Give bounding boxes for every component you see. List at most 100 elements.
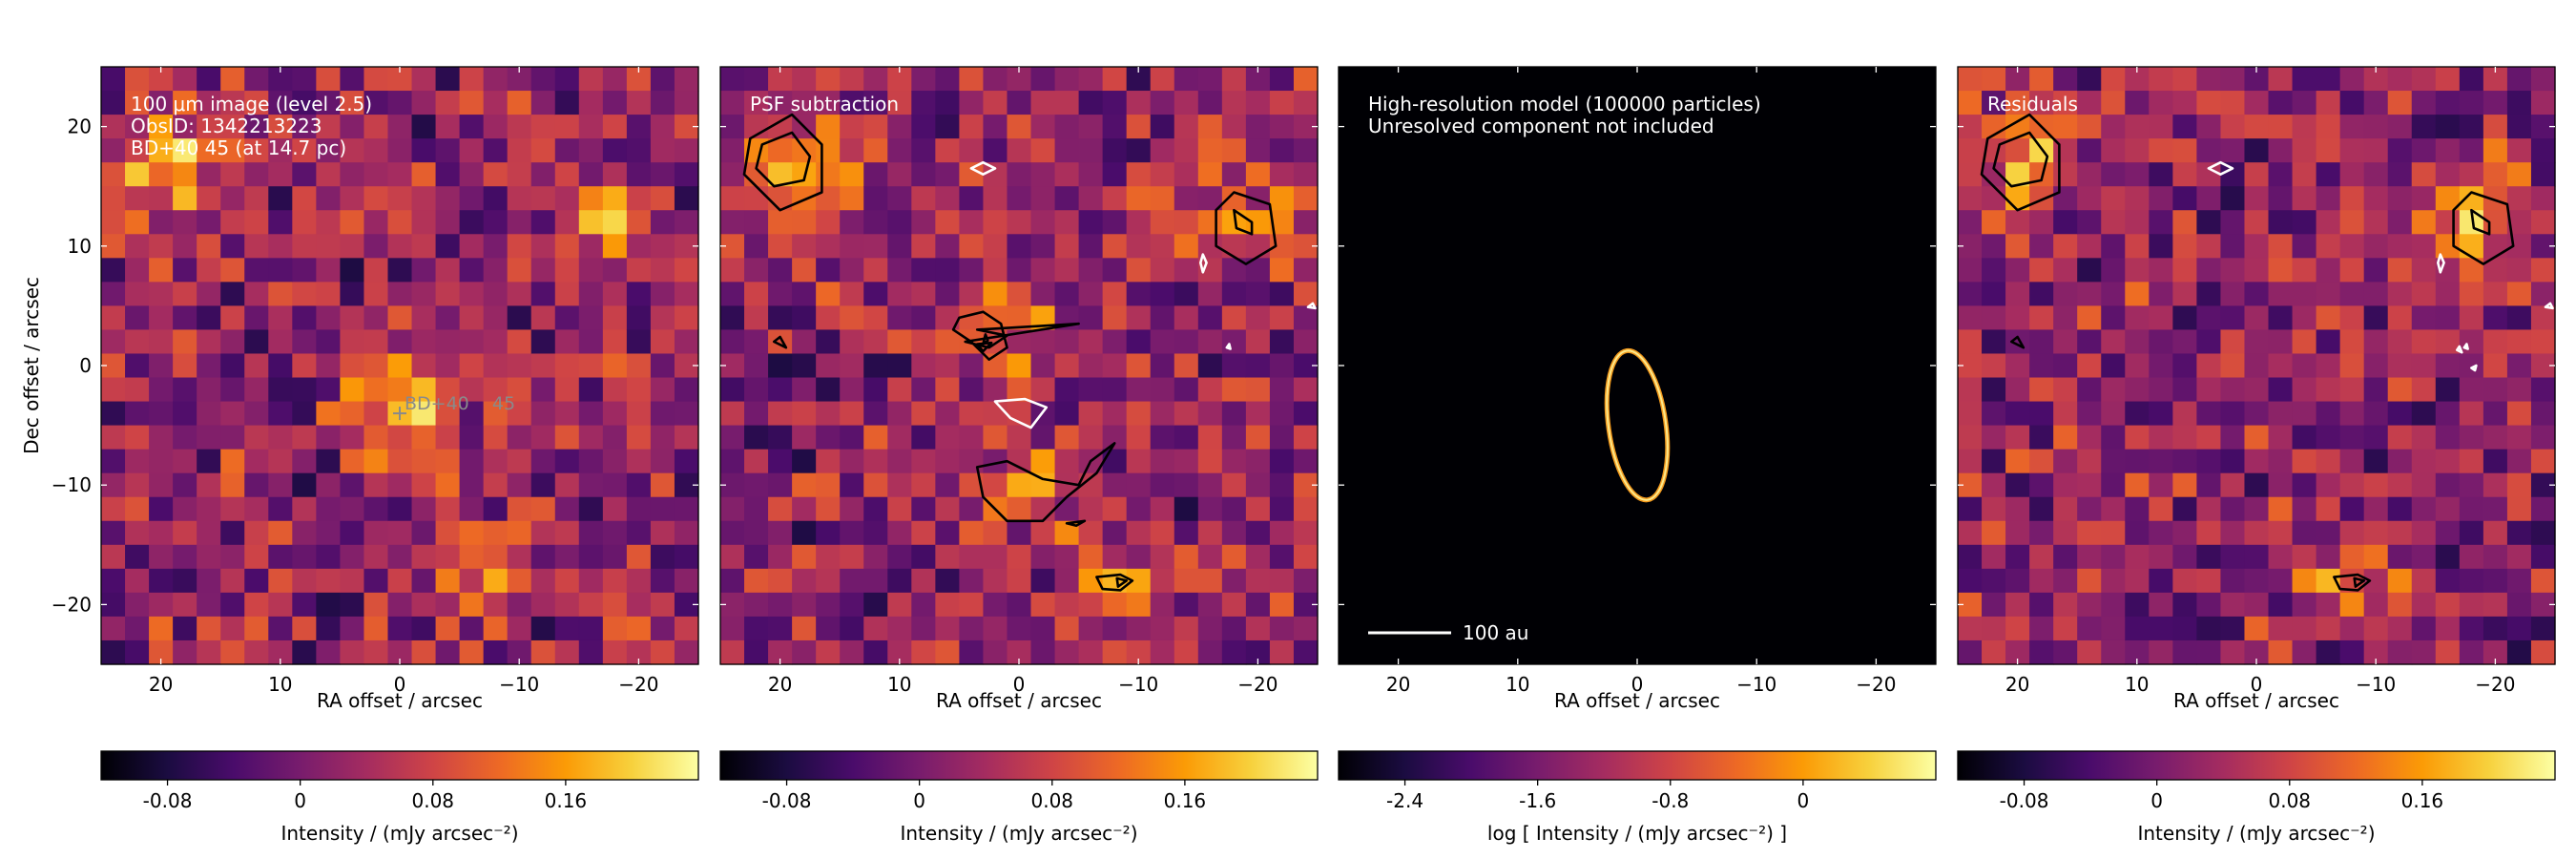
heatmap-pixel: [2316, 305, 2341, 331]
heatmap-pixel: [220, 258, 245, 283]
heatmap-pixel: [340, 138, 365, 163]
heatmap-pixel: [1126, 592, 1152, 618]
heatmap-pixel: [2196, 282, 2222, 306]
heatmap-pixel: [244, 568, 269, 594]
heatmap-pixel: [1982, 616, 2006, 641]
negative-contour: [2456, 345, 2463, 354]
heatmap-pixel: [1269, 616, 1295, 641]
heatmap-pixel: [2172, 449, 2197, 474]
disc-ring-core: [1606, 349, 1669, 501]
heatmap-pixel: [220, 425, 245, 450]
heatmap-pixel: [1150, 67, 1175, 92]
heatmap-pixel: [2459, 401, 2484, 427]
heatmap-pixel: [720, 496, 745, 522]
heatmap-pixel: [2411, 282, 2437, 306]
heatmap-pixel: [1293, 520, 1319, 546]
heatmap-pixel: [1007, 449, 1032, 474]
heatmap-pixel: [387, 329, 413, 355]
heatmap-pixel: [578, 401, 604, 427]
heatmap-pixel: [2125, 329, 2150, 355]
heatmap-pixel: [863, 568, 888, 594]
heatmap-pixel: [1007, 377, 1032, 403]
heatmap-pixel: [2483, 162, 2508, 187]
heatmap-pixel: [530, 520, 556, 546]
heatmap-pixel: [1245, 305, 1271, 331]
heatmap-pixel: [2292, 67, 2317, 92]
heatmap-pixel: [1054, 353, 1080, 379]
heatmap-pixel: [2506, 544, 2532, 570]
heatmap-pixel: [2411, 496, 2437, 522]
heatmap-pixel: [2506, 377, 2532, 403]
heatmap-pixel: [2220, 329, 2246, 355]
heatmap-pixel: [435, 67, 461, 92]
heatmap-pixel: [149, 234, 174, 259]
heatmap-pixel: [411, 449, 437, 474]
heatmap-pixel: [911, 353, 936, 379]
heatmap-pixel: [340, 639, 365, 665]
heatmap-pixel: [530, 138, 556, 163]
heatmap-pixel: [1245, 425, 1271, 450]
heatmap-pixel: [1150, 472, 1175, 498]
heatmap-pixel: [2363, 138, 2389, 163]
heatmap-pixel: [1269, 449, 1295, 474]
heatmap-pixel: [2244, 353, 2270, 379]
heatmap-pixel: [863, 520, 888, 546]
heatmap-pixel: [149, 544, 174, 570]
heatmap-pixel: [2053, 616, 2078, 641]
heatmap-pixel: [268, 377, 293, 403]
heatmap-pixel: [2292, 186, 2317, 211]
heatmap-pixel: [1126, 329, 1152, 355]
heatmap-image-observation: [101, 67, 699, 665]
heatmap-pixel: [2339, 425, 2365, 450]
heatmap-pixel: [125, 115, 150, 139]
heatmap-pixel: [1221, 186, 1247, 211]
heatmap-pixel: [2101, 186, 2126, 211]
heatmap-pixel: [2339, 115, 2365, 139]
heatmap-pixel: [101, 401, 126, 427]
heatmap-pixel: [173, 329, 197, 355]
heatmap-pixel: [2125, 401, 2150, 427]
heatmap-pixel: [578, 210, 604, 235]
negative-contour: [1225, 343, 1232, 350]
heatmap-pixel: [2244, 115, 2270, 139]
heatmap-pixel: [2149, 353, 2173, 379]
heatmap-pixel: [316, 353, 341, 379]
heatmap-pixel: [2387, 472, 2413, 498]
heatmap-pixel: [720, 186, 745, 211]
heatmap-pixel: [220, 138, 245, 163]
heatmap-pixel: [2101, 425, 2126, 450]
heatmap-pixel: [2530, 258, 2556, 283]
heatmap-pixel: [2292, 472, 2317, 498]
heatmap-pixel: [1293, 639, 1319, 665]
heatmap-pixel: [2101, 305, 2126, 331]
heatmap-pixel: [2053, 401, 2078, 427]
heatmap-pixel: [650, 520, 675, 546]
heatmap-pixel: [1054, 377, 1080, 403]
heatmap-pixel: [2483, 544, 2508, 570]
heatmap-pixel: [1030, 162, 1056, 187]
heatmap-pixel: [2101, 282, 2126, 306]
heatmap-pixel: [2149, 401, 2173, 427]
heatmap-pixel: [435, 472, 461, 498]
heatmap-pixel: [1174, 258, 1199, 283]
heatmap-pixel: [125, 258, 150, 283]
heatmap-pixel: [650, 425, 675, 450]
heatmap-pixel: [220, 91, 245, 115]
heatmap-pixel: [364, 329, 389, 355]
heatmap-pixel: [507, 592, 532, 618]
heatmap-pixel: [2172, 377, 2197, 403]
heatmap-pixel: [2316, 520, 2341, 546]
heatmap-pixel: [2029, 449, 2054, 474]
heatmap-pixel: [2530, 568, 2556, 594]
heatmap-pixel: [1078, 616, 1104, 641]
heatmap-pixel: [1982, 305, 2006, 331]
heatmap-pixel: [2292, 282, 2317, 306]
positive-contour: [1992, 131, 2049, 188]
heatmap-pixel: [1054, 115, 1080, 139]
heatmap-pixel: [507, 186, 532, 211]
heatmap-pixel: [602, 377, 628, 403]
heatmap-pixel: [602, 91, 628, 115]
heatmap-pixel: [935, 282, 960, 306]
heatmap-pixel: [2196, 449, 2222, 474]
colorbar-gradient: [100, 750, 699, 781]
